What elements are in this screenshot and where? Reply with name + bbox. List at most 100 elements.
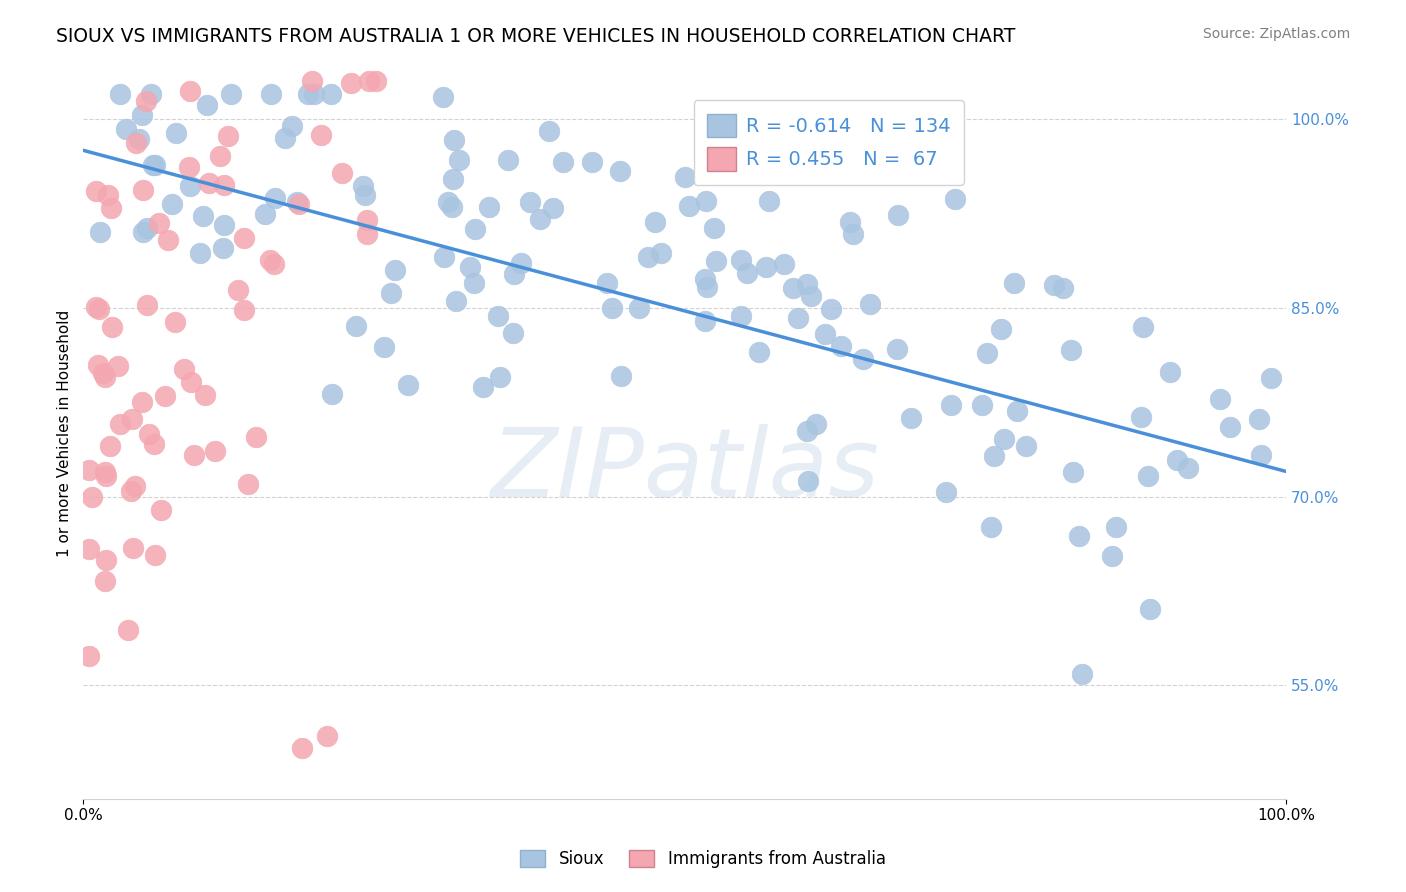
Point	[94, 574, 117, 588]
Point	[488, 370, 510, 384]
Point	[478, 200, 501, 214]
Point	[356, 227, 378, 241]
Text: ZIPatlas: ZIPatlas	[491, 424, 879, 516]
Point	[509, 255, 531, 269]
Point	[143, 437, 166, 451]
Point	[796, 424, 818, 438]
Point	[1250, 448, 1272, 462]
Point	[344, 318, 367, 333]
Point	[673, 169, 696, 184]
Point	[1062, 465, 1084, 479]
Point	[260, 87, 283, 101]
Point	[316, 729, 339, 743]
Point	[976, 346, 998, 360]
Point	[160, 197, 183, 211]
Point	[373, 340, 395, 354]
Point	[830, 339, 852, 353]
Point	[132, 225, 155, 239]
Point	[321, 87, 343, 101]
Point	[813, 326, 835, 341]
Point	[179, 160, 201, 174]
Point	[281, 119, 304, 133]
Point	[245, 430, 267, 444]
Point	[1136, 469, 1159, 483]
Point	[274, 131, 297, 145]
Point	[838, 214, 860, 228]
Point	[128, 131, 150, 145]
Point	[87, 302, 110, 317]
Point	[131, 107, 153, 121]
Point	[291, 741, 314, 756]
Point	[447, 153, 470, 167]
Point	[232, 303, 254, 318]
Point	[595, 276, 617, 290]
Point	[359, 74, 381, 88]
Point	[288, 197, 311, 211]
Point	[551, 155, 574, 169]
Point	[678, 199, 700, 213]
Point	[436, 194, 458, 209]
Point	[859, 297, 882, 311]
Point	[703, 221, 725, 235]
Point	[730, 252, 752, 267]
Point	[135, 220, 157, 235]
Point	[96, 469, 118, 483]
Point	[787, 311, 810, 326]
Point	[610, 368, 633, 383]
Point	[820, 301, 842, 316]
Point	[441, 172, 464, 186]
Point	[1101, 549, 1123, 563]
Point	[120, 484, 142, 499]
Point	[94, 553, 117, 567]
Point	[1015, 439, 1038, 453]
Point	[264, 191, 287, 205]
Point	[1132, 319, 1154, 334]
Point	[356, 213, 378, 227]
Point	[107, 359, 129, 373]
Point	[600, 301, 623, 315]
Point	[637, 250, 659, 264]
Point	[132, 183, 155, 197]
Point	[696, 280, 718, 294]
Point	[980, 520, 1002, 534]
Point	[211, 241, 233, 255]
Point	[232, 231, 254, 245]
Point	[538, 124, 561, 138]
Point	[263, 257, 285, 271]
Point	[142, 158, 165, 172]
Point	[114, 121, 136, 136]
Point	[330, 166, 353, 180]
Point	[943, 192, 966, 206]
Point	[1043, 277, 1066, 292]
Point	[125, 136, 148, 150]
Point	[136, 298, 159, 312]
Point	[209, 149, 232, 163]
Point	[155, 389, 177, 403]
Point	[1071, 667, 1094, 681]
Point	[79, 463, 101, 477]
Point	[219, 87, 242, 101]
Point	[183, 449, 205, 463]
Point	[340, 76, 363, 90]
Point	[173, 361, 195, 376]
Point	[180, 375, 202, 389]
Point	[695, 314, 717, 328]
Point	[800, 288, 823, 302]
Point	[463, 276, 485, 290]
Point	[259, 252, 281, 267]
Point	[100, 201, 122, 215]
Point	[939, 398, 962, 412]
Point	[935, 484, 957, 499]
Point	[191, 209, 214, 223]
Point	[519, 195, 541, 210]
Point	[352, 179, 374, 194]
Point	[195, 98, 218, 112]
Point	[695, 272, 717, 286]
Point	[91, 366, 114, 380]
Point	[148, 216, 170, 230]
Point	[650, 245, 672, 260]
Point	[796, 277, 818, 291]
Point	[108, 87, 131, 101]
Point	[609, 164, 631, 178]
Text: Source: ZipAtlas.com: Source: ZipAtlas.com	[1202, 27, 1350, 41]
